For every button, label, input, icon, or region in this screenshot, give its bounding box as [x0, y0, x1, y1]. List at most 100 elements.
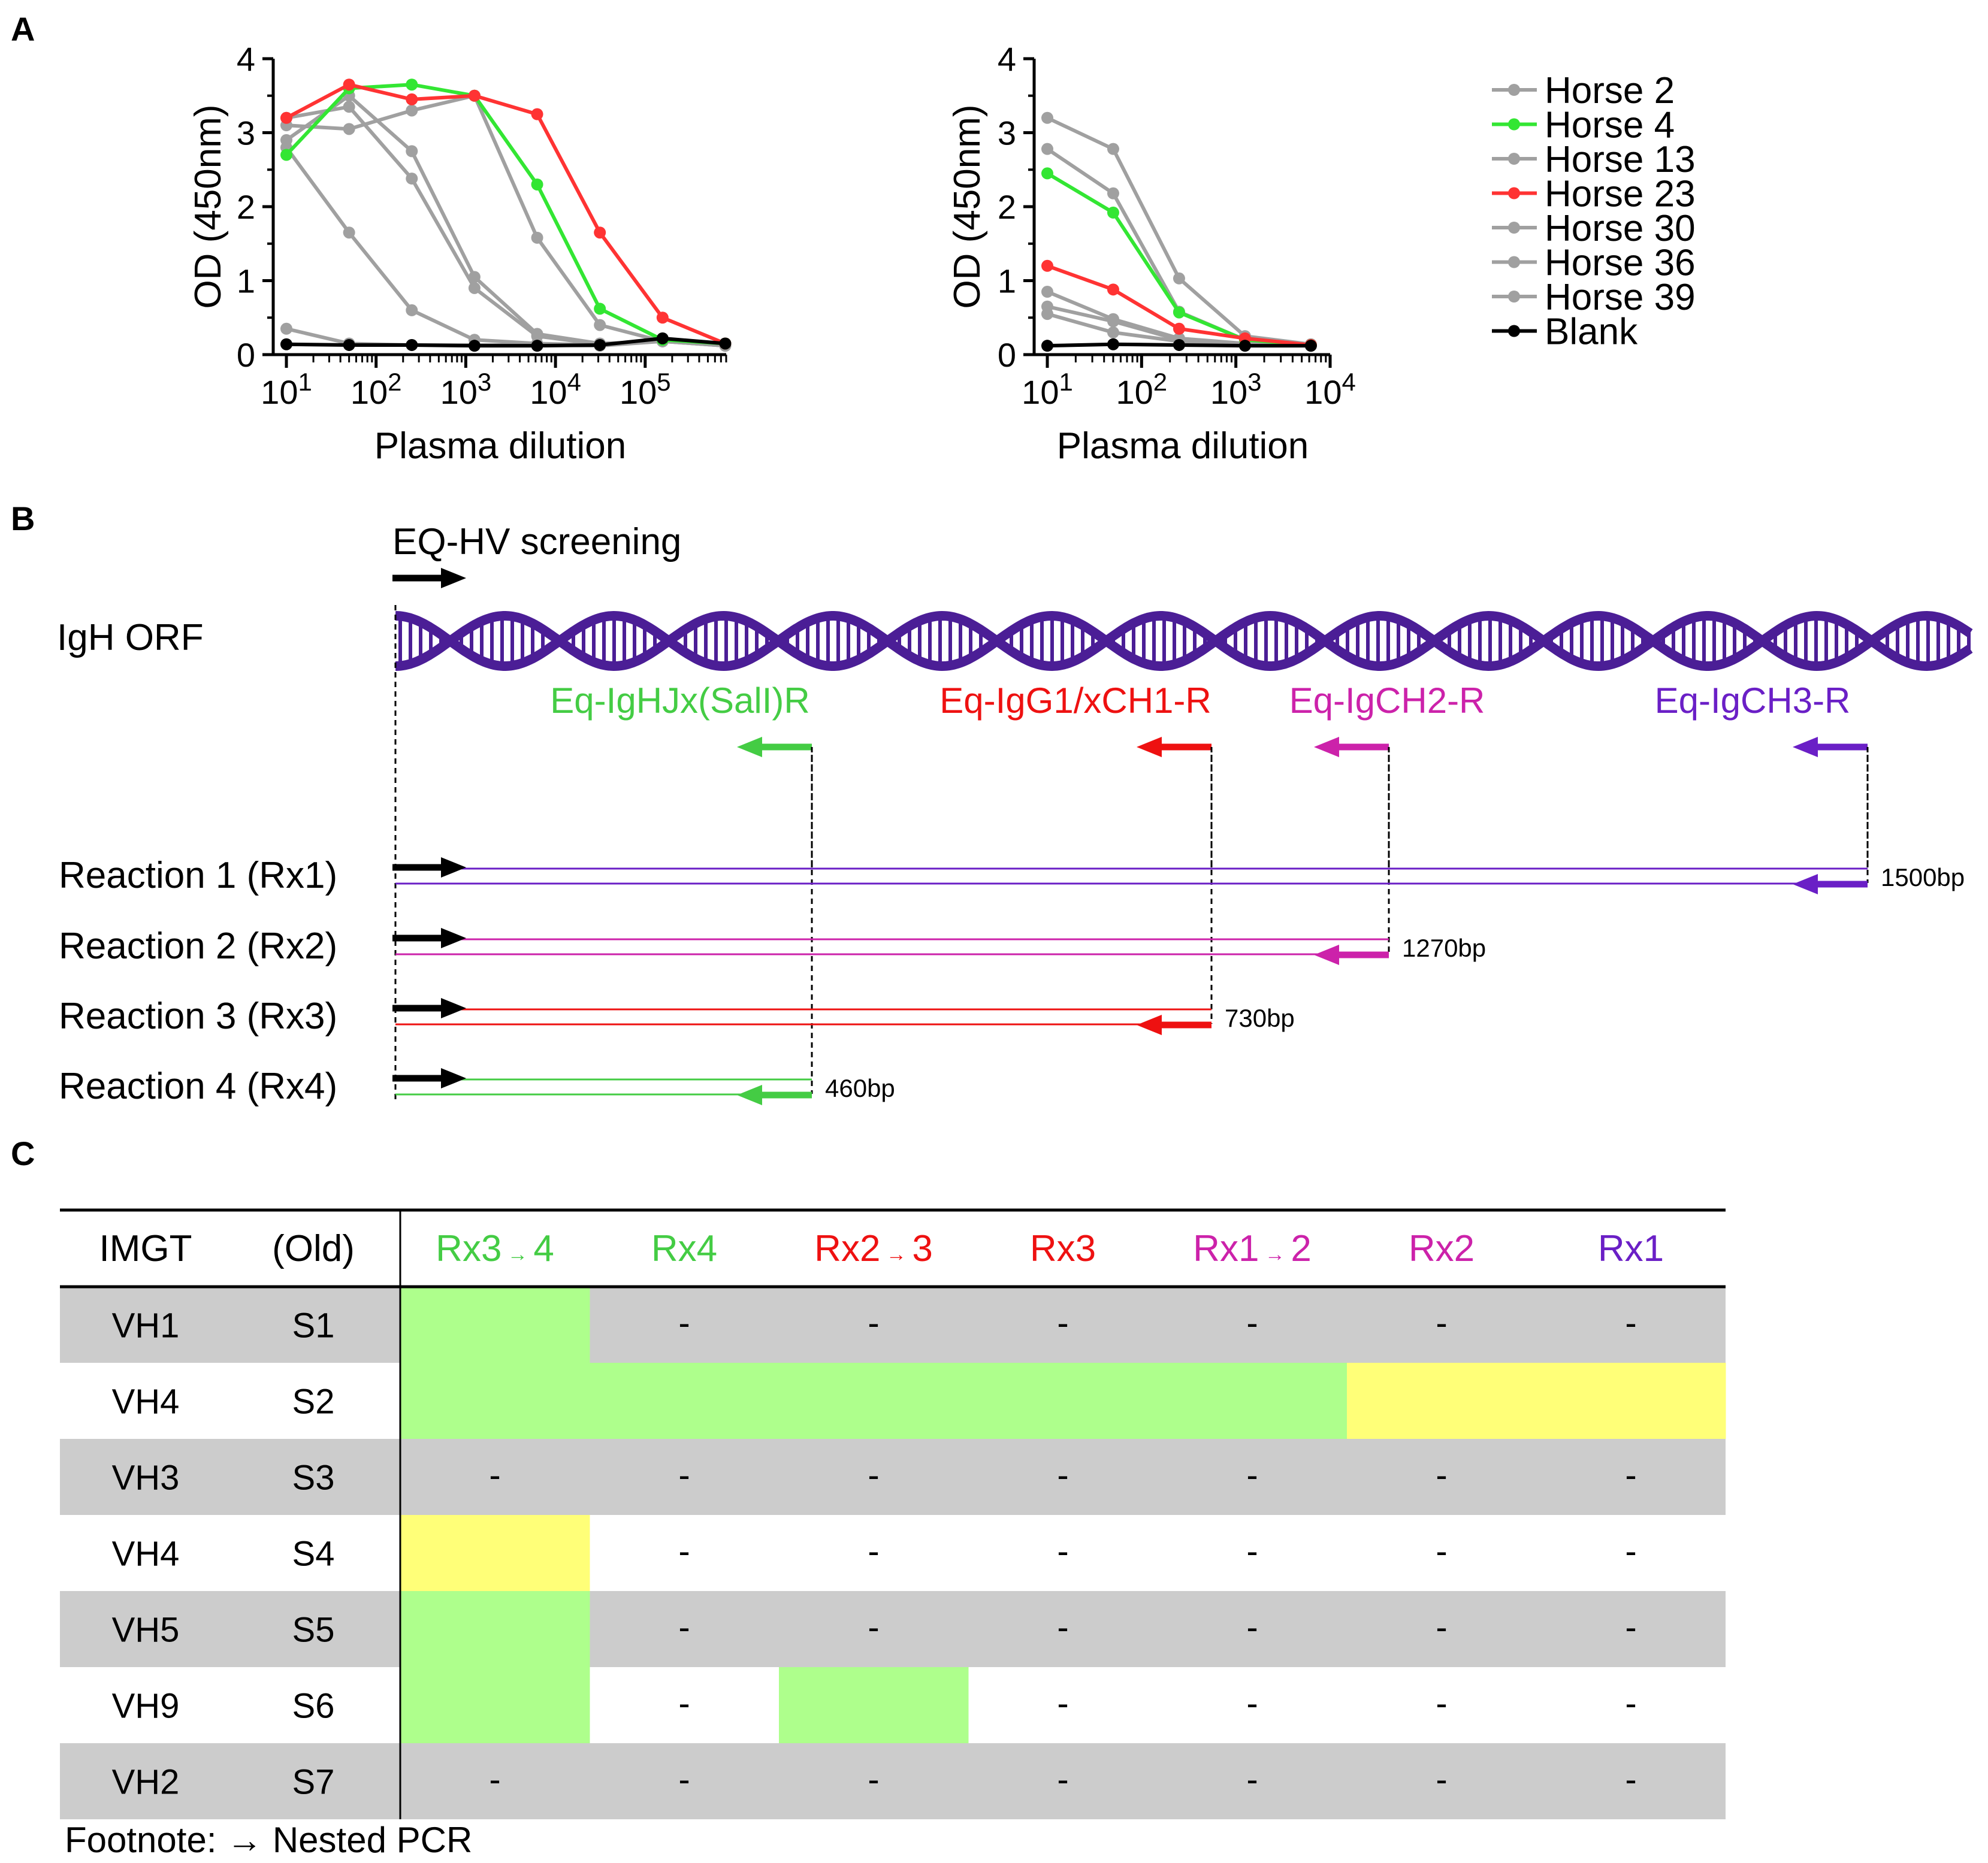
- arrow-head: [441, 857, 466, 878]
- negative-cell: -: [1436, 1761, 1447, 1800]
- negative-cell: -: [678, 1608, 690, 1647]
- negative-cell: -: [1057, 1608, 1068, 1647]
- legend-item: Blank: [1492, 311, 1638, 353]
- negative-cell: -: [1625, 1456, 1636, 1495]
- y-axis-title: OD (450nm): [947, 104, 988, 309]
- helix-strand: [395, 610, 1973, 672]
- legend-label: Horse 36: [1545, 243, 1696, 284]
- legend-item: Horse 13: [1492, 139, 1696, 180]
- data-point: [280, 338, 292, 350]
- y-axis-title: OD (450nm): [188, 104, 229, 309]
- old-cell: S6: [292, 1687, 335, 1726]
- legend-swatch-marker: [1508, 187, 1520, 199]
- series-blank: [1041, 338, 1317, 352]
- negative-cell: -: [678, 1304, 690, 1343]
- series-horse-4: [280, 78, 732, 350]
- primer-label: Eq-IgCH3-R: [1655, 681, 1851, 721]
- imgt-cell: VH3: [112, 1459, 180, 1498]
- x-tick-exp: 5: [657, 368, 670, 396]
- x-tick-label: 104: [530, 368, 581, 411]
- reverse-arrow: [1314, 945, 1389, 965]
- legend-item: Horse 23: [1492, 174, 1696, 215]
- legend-label: Horse 13: [1545, 139, 1696, 180]
- amplicon-size: 1500bp: [1881, 863, 1965, 891]
- nested-arrow-icon: →: [501, 1243, 533, 1266]
- imgt-cell: VH1: [112, 1306, 180, 1345]
- negative-cell: -: [1436, 1456, 1447, 1495]
- primer-labels: Eq-IgHJx(SalI)R Eq-IgG1/xCH1-R Eq-IgCH2-R E…: [550, 681, 1869, 867]
- data-point: [343, 123, 355, 135]
- primer-arrow: [1793, 737, 1868, 757]
- negative-cell: -: [489, 1456, 500, 1495]
- result-cell-yellow: [1536, 1363, 1726, 1439]
- data-point: [1304, 340, 1317, 352]
- arrow-head: [441, 928, 466, 948]
- result-cell-yellow: [1347, 1363, 1537, 1439]
- result-cell-green: [400, 1667, 590, 1743]
- header-reaction: Rx2: [1409, 1228, 1475, 1269]
- negative-cell: -: [1625, 1532, 1636, 1571]
- reverse-arrow: [737, 1085, 812, 1105]
- x-tick-label: 101: [1022, 368, 1073, 411]
- legend-swatch-marker: [1508, 153, 1520, 165]
- y-tick-label: 0: [237, 336, 255, 374]
- header-reaction: Rx1: [1598, 1228, 1664, 1269]
- reaction-row: Reaction 1 (Rx1) 1500bp: [59, 855, 1965, 896]
- negative-cell: -: [1625, 1761, 1636, 1800]
- primer-arrow: [1137, 737, 1211, 757]
- arrow-head: [441, 568, 466, 588]
- negative-cell: -: [868, 1608, 879, 1647]
- y-tick-label: 4: [998, 40, 1016, 78]
- data-point: [531, 108, 543, 120]
- data-point: [1041, 340, 1053, 352]
- legend-swatch-marker: [1508, 84, 1520, 96]
- data-point: [531, 178, 543, 190]
- result-cell-green: [400, 1591, 590, 1667]
- negative-cell: -: [868, 1761, 879, 1800]
- x-axis-title: Plasma dilution: [1057, 425, 1309, 467]
- primer-label: Eq-IgCH2-R: [1289, 681, 1485, 721]
- y-tick-label: 0: [998, 336, 1016, 374]
- series-line: [286, 336, 726, 348]
- legend-swatch-marker: [1508, 291, 1520, 303]
- result-cell-yellow: [400, 1515, 590, 1591]
- forward-arrow: [392, 1068, 466, 1088]
- reaction-label: Reaction 1 (Rx1): [59, 855, 337, 896]
- negative-cell: -: [1057, 1761, 1068, 1800]
- data-point: [1107, 206, 1119, 219]
- nested-arrow-icon: →: [880, 1243, 912, 1266]
- data-point: [656, 332, 669, 344]
- primer-arrow: [1314, 737, 1389, 757]
- negative-cell: -: [1625, 1608, 1636, 1647]
- legend-label: Horse 30: [1545, 208, 1696, 249]
- reverse-arrow: [1793, 874, 1868, 894]
- header-nested-reaction: 2: [1291, 1228, 1311, 1269]
- data-point: [594, 338, 606, 351]
- arrow-head: [1793, 874, 1818, 894]
- x-tick-label: 105: [620, 368, 671, 411]
- reaction-row: Reaction 2 (Rx2) 1270bp: [59, 926, 1486, 967]
- series-line: [1046, 171, 1312, 347]
- data-point: [1041, 167, 1053, 180]
- column-header: (Old): [272, 1228, 355, 1269]
- legend-swatch-marker: [1508, 118, 1520, 131]
- reaction-row: Reaction 3 (Rx3) 730bp: [59, 996, 1295, 1037]
- orf-label: IgH ORF: [57, 617, 204, 658]
- data-point: [1107, 338, 1119, 350]
- data-point: [531, 340, 543, 352]
- data-point: [406, 78, 418, 91]
- primer-label: Eq-IgHJx(SalI)R: [550, 681, 809, 721]
- x-tick-exp: 4: [567, 368, 581, 396]
- negative-cell: -: [1436, 1608, 1447, 1647]
- data-point: [1107, 143, 1119, 155]
- table-row: [60, 1439, 1726, 1515]
- result-cell-green: [400, 1363, 590, 1439]
- amplicon-size: 1270bp: [1402, 934, 1486, 962]
- result-cell-green: [779, 1667, 969, 1743]
- arrow-head: [1137, 1015, 1162, 1035]
- x-tick-exp: 3: [1247, 368, 1261, 396]
- negative-cell: -: [678, 1532, 690, 1571]
- legend-label: Horse 4: [1545, 105, 1675, 146]
- imgt-cell: VH9: [112, 1687, 180, 1726]
